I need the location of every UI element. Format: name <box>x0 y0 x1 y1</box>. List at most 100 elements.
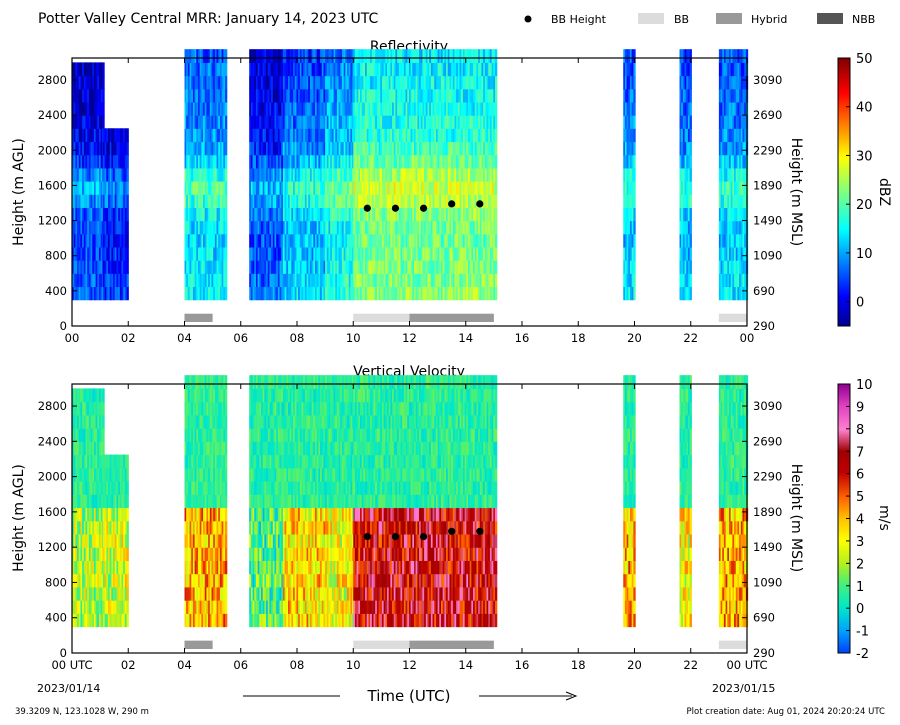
echo-cell <box>266 260 269 274</box>
echo-cell <box>356 101 359 116</box>
echo-cell <box>326 273 330 288</box>
echo-cell <box>299 75 303 90</box>
echo-cell <box>623 286 626 301</box>
echo-cell <box>353 128 356 143</box>
echo-cell <box>282 101 286 116</box>
echo-cell <box>111 507 114 522</box>
echo-cell <box>456 181 459 195</box>
echo-cell <box>88 533 92 548</box>
echo-cell <box>72 401 75 416</box>
echo-cell <box>442 154 445 169</box>
echo-cell <box>77 613 80 628</box>
legend: BB Height BB Hybrid NBB <box>524 13 875 26</box>
echo-cell <box>628 141 631 156</box>
echo-cell <box>203 233 206 248</box>
echo-cell <box>740 181 744 195</box>
echo-cell <box>95 181 98 195</box>
echo-cell <box>441 154 444 169</box>
echo-cell <box>99 414 102 429</box>
echo-cell <box>264 273 267 288</box>
echo-cell <box>681 115 684 129</box>
echo-cell <box>429 246 432 261</box>
echo-cell <box>328 49 331 63</box>
echo-cell <box>102 600 106 614</box>
echo-cell <box>221 181 224 195</box>
echo-cell <box>368 181 371 195</box>
echo-cell <box>75 600 78 614</box>
echo-cell <box>486 220 489 235</box>
echo-cell <box>452 167 456 182</box>
echo-cell <box>446 88 449 103</box>
echo-cell <box>88 520 92 535</box>
echo-cell <box>257 233 260 248</box>
echo-cell <box>718 154 722 169</box>
echo-cell <box>361 260 364 274</box>
echo-cell <box>408 75 412 90</box>
echo-cell <box>196 101 199 116</box>
echo-cell <box>80 141 83 156</box>
echo-cell <box>446 246 449 261</box>
echo-cell <box>335 220 338 235</box>
echo-cell <box>462 62 466 77</box>
echo-cell <box>281 233 284 248</box>
echo-cell <box>718 49 722 63</box>
echo-cell <box>80 75 83 90</box>
echo-cell <box>415 260 418 274</box>
echo-cell <box>303 207 306 222</box>
echo-cell <box>284 49 287 63</box>
echo-cell <box>403 49 407 63</box>
echo-cell <box>383 62 386 77</box>
echo-cell <box>400 181 403 195</box>
echo-cell <box>303 181 306 195</box>
echo-cell <box>294 88 298 103</box>
echo-cell <box>109 547 112 561</box>
echo-cell <box>191 167 194 182</box>
echo-cell <box>97 167 100 182</box>
echo-cell <box>277 220 281 235</box>
echo-cell <box>100 75 103 90</box>
echo-cell <box>624 273 628 288</box>
echo-cell <box>204 88 208 103</box>
y-tick-label: 2000 <box>38 143 67 157</box>
echo-cell <box>340 115 343 129</box>
echo-cell <box>412 233 415 248</box>
echo-cell <box>388 115 391 129</box>
echo-cell <box>361 141 364 156</box>
echo-cell <box>118 573 121 588</box>
echo-cell <box>462 273 466 288</box>
echo-cell <box>441 49 444 63</box>
echo-cell <box>333 286 336 301</box>
echo-cell <box>221 260 224 274</box>
echo-cell <box>87 128 90 143</box>
echo-cell <box>87 220 90 235</box>
echo-cell <box>682 141 686 156</box>
echo-cell <box>95 286 98 301</box>
echo-cell <box>456 101 459 116</box>
echo-cell <box>456 194 459 208</box>
echo-cell <box>735 88 739 103</box>
echo-cell <box>417 273 420 288</box>
echo-cell <box>452 128 456 143</box>
echo-cell <box>95 454 98 469</box>
echo-cell <box>442 194 445 208</box>
echo-cell <box>419 115 422 129</box>
echo-cell <box>734 286 737 301</box>
echo-cell <box>321 233 325 248</box>
echo-cell <box>742 220 745 235</box>
echo-cell <box>679 167 682 182</box>
echo-cell <box>633 273 636 288</box>
echo-cell <box>323 88 326 103</box>
echo-cell <box>628 286 631 301</box>
echo-cell <box>214 167 218 182</box>
echo-cell <box>366 233 370 248</box>
echo-cell <box>630 62 633 77</box>
y2-tick-label: 1490 <box>753 214 782 228</box>
echo-cell <box>464 167 467 182</box>
echo-cell <box>284 220 287 235</box>
echo-cell <box>289 75 292 90</box>
echo-cell <box>124 246 128 261</box>
echo-cell <box>420 154 424 169</box>
echo-cell <box>104 260 107 274</box>
echo-cell <box>732 207 735 222</box>
echo-cell <box>365 88 368 103</box>
